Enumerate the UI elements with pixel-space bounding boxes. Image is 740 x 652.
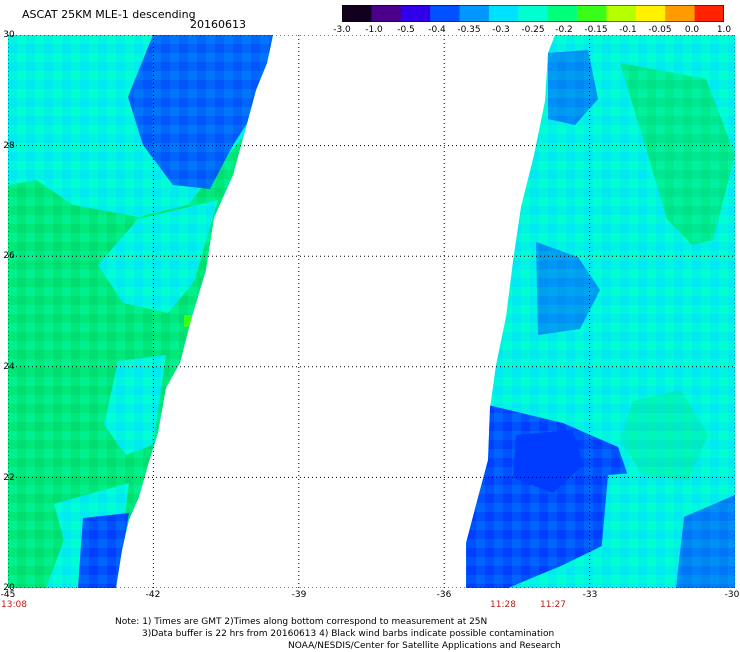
time-label-right-1: 11:28 — [490, 600, 516, 610]
colorbar-swatch — [488, 5, 519, 22]
grid-lines — [8, 35, 735, 588]
lat-label-26: 26 — [3, 251, 15, 261]
note-line-1: Note: 1) Times are GMT 2)Times along bot… — [115, 617, 488, 627]
lon-label-30: -30 — [724, 590, 740, 600]
left-swath — [8, 35, 273, 588]
colorbar-swatch — [430, 5, 461, 22]
time-label-right-2: 11:27 — [540, 600, 566, 610]
colorbar-swatch — [694, 5, 724, 22]
right-swath — [466, 35, 735, 588]
lon-label-33: -33 — [582, 590, 598, 600]
colorbar-label-12: 0.0 — [684, 25, 700, 35]
map-panel — [8, 35, 735, 588]
colorbar-swatch — [400, 5, 431, 22]
colorbar-swatch — [635, 5, 666, 22]
colorbar-swatch — [459, 5, 490, 22]
lon-label-36: -36 — [436, 590, 452, 600]
colorbar-swatch — [371, 5, 402, 22]
lon-label-45: -45 — [0, 590, 16, 600]
colorbar-label-4: -0.4 — [428, 25, 446, 35]
colorbar-swatch — [577, 5, 607, 22]
colorbar-label-11: -0.05 — [648, 25, 672, 35]
colorbar-label-6: -0.3 — [492, 25, 510, 35]
lon-label-39: -39 — [291, 590, 307, 600]
colorbar-swatch — [342, 5, 372, 22]
colorbar-label-5: -0.35 — [457, 25, 481, 35]
footer-notes: Note: 1) Times are GMT 2)Times along bot… — [115, 616, 655, 652]
colorbar-label-2: -1.0 — [365, 25, 383, 35]
lat-label-22: 22 — [3, 473, 15, 483]
lon-label-42: -42 — [145, 590, 161, 600]
colorbar-label-10: -0.1 — [619, 25, 637, 35]
note-line-3: NOAA/NESDIS/Center for Satellite Applica… — [288, 641, 561, 651]
colorbar-label-13: 1.0 — [716, 25, 732, 35]
lat-label-24: 24 — [3, 362, 15, 372]
colorbar-swatch — [665, 5, 696, 22]
chart-date: 20160613 — [190, 18, 246, 31]
lat-label-20: 20 — [3, 583, 15, 593]
lat-label-30: 30 — [3, 30, 15, 40]
colorbar-swatch — [606, 5, 637, 22]
lat-label-28: 28 — [3, 141, 15, 151]
time-label-left: 13:08 — [1, 600, 27, 610]
chart-title: ASCAT 25KM MLE-1 descending — [22, 8, 196, 21]
colorbar-label-7: -0.25 — [521, 25, 545, 35]
colorbar-swatch — [547, 5, 578, 22]
colorbar-swatch — [518, 5, 549, 22]
colorbar-ticks: -3.0 -1.0 -0.5 -0.4 -0.35 -0.3 -0.25 -0.… — [330, 25, 736, 37]
colorbar-label-9: -0.15 — [584, 25, 608, 35]
colorbar — [342, 5, 724, 22]
colorbar-label-1: -3.0 — [333, 25, 351, 35]
note-line-2: 3)Data buffer is 22 hrs from 20160613 4)… — [142, 629, 555, 639]
colorbar-label-3: -0.5 — [397, 25, 415, 35]
colorbar-label-8: -0.2 — [555, 25, 573, 35]
